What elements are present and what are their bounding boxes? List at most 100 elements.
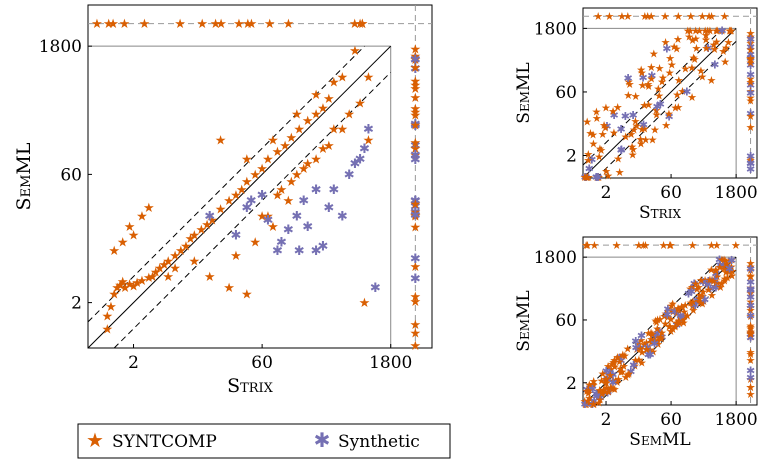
data-point-syntcomp: ★ (717, 254, 727, 267)
diagonal-lower-dashed (113, 71, 392, 349)
timeout-point-vertical: ★ (746, 331, 756, 344)
data-point-synthetic: ✱ (635, 342, 644, 355)
data-point-syntcomp: ★ (664, 321, 674, 334)
data-point-syntcomp: ★ (722, 258, 732, 271)
data-point-syntcomp: ★ (667, 300, 677, 313)
legend-star-syntcomp: ★ (86, 428, 104, 452)
timeout-point-horizontal: ★ (646, 10, 656, 23)
data-point-syntcomp: ★ (705, 25, 715, 38)
timeout-point-vertical: ★ (746, 85, 756, 98)
timeout-point-vertical: ★ (746, 92, 756, 105)
data-point-syntcomp: ★ (108, 244, 120, 259)
timeout-point-horizontal: ★ (215, 17, 227, 32)
y-tick-label: 1800 (534, 19, 577, 39)
data-point-syntcomp: ★ (699, 295, 709, 308)
data-point-syntcomp: ★ (668, 306, 678, 319)
data-point-syntcomp: ★ (582, 171, 592, 184)
timeout-point-vertical: ✱ (410, 194, 421, 209)
data-point-syntcomp: ★ (695, 289, 705, 302)
data-point-syntcomp: ★ (691, 42, 701, 55)
timeout-point-vertical: ★ (746, 348, 756, 361)
data-point-syntcomp: ★ (694, 281, 704, 294)
data-point-syntcomp: ★ (584, 398, 594, 411)
data-point-syntcomp: ★ (720, 55, 730, 68)
data-point-syntcomp: ★ (597, 388, 607, 401)
data-point-syntcomp: ★ (583, 171, 593, 184)
timeout-point-vertical: ✱ (410, 139, 421, 154)
timeout-point-horizontal: ★ (103, 17, 115, 32)
timeout-point-vertical: ★ (746, 154, 756, 167)
data-point-syntcomp: ★ (623, 89, 633, 102)
data-point-syntcomp: ★ (323, 139, 335, 154)
data-point-synthetic: ✱ (583, 383, 592, 396)
data-point-syntcomp: ★ (343, 107, 355, 122)
data-point-syntcomp: ★ (717, 25, 727, 38)
data-point-syntcomp: ★ (601, 381, 611, 394)
timeout-point-vertical: ✱ (746, 150, 755, 163)
data-point-synthetic: ✱ (663, 303, 672, 316)
data-point-syntcomp: ★ (646, 326, 656, 339)
data-point-syntcomp: ★ (638, 79, 648, 92)
data-point-synthetic: ✱ (363, 123, 374, 138)
data-point-synthetic: ✱ (610, 109, 619, 122)
timeout-point-horizontal: ★ (712, 239, 722, 252)
data-point-synthetic: ✱ (590, 395, 599, 408)
timeout-point-vertical: ✱ (746, 87, 755, 100)
timeout-point-vertical: ✱ (410, 53, 421, 68)
data-point-syntcomp: ★ (718, 45, 728, 58)
timeout-point-horizontal: ★ (210, 17, 222, 32)
diagonal-upper-dashed (87, 45, 365, 323)
data-point-synthetic: ✱ (662, 43, 671, 56)
data-point-syntcomp: ★ (136, 209, 148, 224)
data-point-syntcomp: ★ (588, 378, 598, 391)
timeout-point-vertical: ★ (410, 209, 422, 224)
data-point-synthetic: ✱ (626, 366, 635, 379)
data-point-syntcomp: ★ (624, 76, 634, 89)
timeout-point-vertical: ★ (746, 304, 756, 317)
data-point-syntcomp: ★ (705, 273, 715, 286)
data-point-syntcomp: ★ (101, 310, 113, 325)
data-point-synthetic: ✱ (691, 299, 700, 312)
data-point-synthetic: ✱ (603, 386, 612, 399)
data-point-syntcomp: ★ (637, 67, 647, 80)
timeout-point-vertical: ★ (410, 290, 422, 305)
data-point-synthetic: ✱ (656, 98, 665, 111)
timeout-point-vertical: ★ (410, 75, 422, 90)
data-point-syntcomp: ★ (651, 104, 661, 117)
data-point-synthetic: ✱ (704, 278, 713, 291)
x-axis-label: SemML (629, 430, 690, 450)
data-point-syntcomp: ★ (710, 280, 720, 293)
timeout-point-horizontal: ★ (612, 239, 622, 252)
data-point-syntcomp: ★ (131, 276, 143, 291)
data-point-syntcomp: ★ (643, 78, 653, 91)
x-tick-label: 1800 (714, 183, 757, 203)
data-point-syntcomp: ★ (688, 295, 698, 308)
data-point-syntcomp: ★ (672, 307, 682, 320)
data-point-syntcomp: ★ (641, 133, 651, 146)
data-point-syntcomp: ★ (667, 58, 677, 71)
data-point-synthetic: ✱ (592, 171, 601, 184)
data-point-syntcomp: ★ (707, 273, 717, 286)
data-point-syntcomp: ★ (691, 278, 701, 291)
data-point-syntcomp: ★ (583, 395, 593, 408)
timeout-point-horizontal: ★ (643, 10, 653, 23)
x-tick-label: 1800 (369, 353, 412, 373)
data-point-syntcomp: ★ (636, 64, 646, 77)
timeout-point-vertical: ★ (746, 261, 756, 274)
data-point-syntcomp: ★ (272, 188, 284, 203)
x-axis-label: Strix (227, 375, 274, 397)
data-point-syntcomp: ★ (581, 398, 591, 411)
data-point-syntcomp: ★ (610, 383, 620, 396)
data-point-synthetic: ✱ (621, 110, 630, 123)
timeout-point-vertical: ★ (410, 106, 422, 121)
data-point-syntcomp: ★ (124, 277, 136, 292)
timeout-point-vertical: ★ (746, 310, 756, 323)
data-point-synthetic: ✱ (581, 171, 590, 184)
data-point-syntcomp: ★ (293, 123, 305, 138)
timeout-point-vertical: ★ (410, 119, 422, 134)
timeout-point-horizontal: ★ (731, 239, 741, 252)
data-point-syntcomp: ★ (679, 305, 689, 318)
data-point-syntcomp: ★ (610, 360, 620, 373)
data-point-syntcomp: ★ (291, 168, 303, 183)
timeout-point-horizontal: ★ (283, 17, 295, 32)
